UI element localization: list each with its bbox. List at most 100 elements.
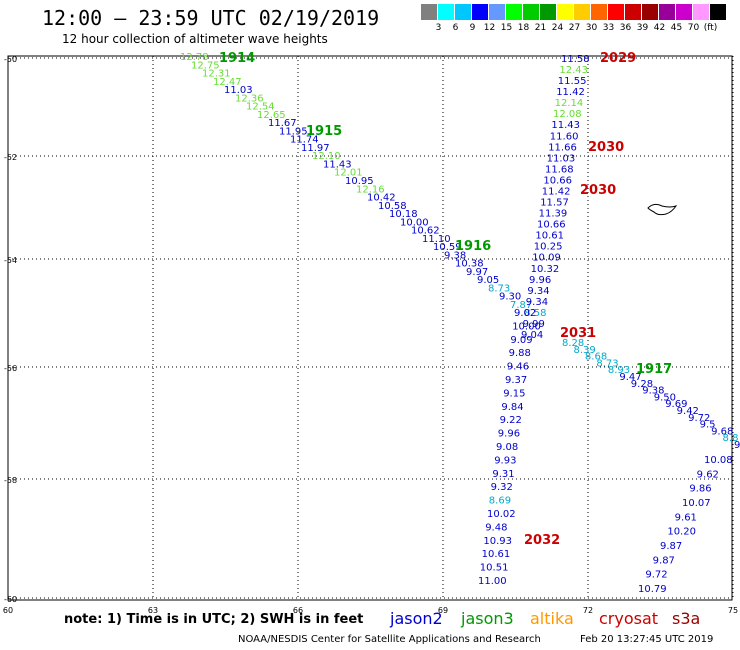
scale-swatch — [642, 4, 659, 20]
wave-height-value: 8.28 — [562, 338, 584, 349]
pass-label: 2031 — [560, 326, 596, 341]
pass-label: 1916 — [455, 239, 491, 254]
pass-label: 2030 — [580, 183, 616, 198]
wave-height-value: 10.42 — [367, 193, 396, 204]
wave-height-value: 9.87 — [660, 541, 682, 552]
wave-height-value: 9.47 — [619, 372, 641, 383]
legend-item-s3a: s3a — [672, 609, 701, 628]
scale-swatch — [421, 4, 438, 20]
wave-height-value: 10.61 — [535, 231, 564, 242]
wave-height-value: 9.86 — [689, 484, 711, 495]
wave-height-value: 9.02 — [514, 308, 536, 319]
scale-label: 70 — [687, 23, 700, 33]
pass-label: 2030 — [588, 140, 624, 155]
wave-height-value: 11.57 — [540, 198, 569, 209]
wave-height-value: 9.46 — [507, 362, 529, 373]
page-subtitle: 12 hour collection of altimeter wave hei… — [62, 32, 328, 46]
wave-height-value: 11.68 — [545, 164, 574, 175]
island-outline — [647, 203, 678, 216]
wave-height-value: 12.47 — [213, 77, 242, 88]
wave-height-value: 9 — [734, 440, 740, 451]
wave-height-value: 12.65 — [257, 110, 286, 121]
legend-item-altika: altika — [530, 609, 574, 628]
wave-height-value: 9.05 — [477, 275, 499, 286]
scale-swatch — [438, 4, 455, 20]
wave-height-value: 9.88 — [509, 348, 531, 359]
scale-label: 36 — [619, 23, 632, 33]
wave-height-value: 10.09 — [532, 253, 561, 264]
wave-height-value: 10.51 — [480, 563, 509, 574]
scale-label: 3 — [435, 23, 442, 33]
wave-height-value: 10.79 — [638, 584, 667, 595]
wave-height-value: 8.93 — [608, 365, 630, 376]
wave-height-value: 9.34 — [527, 286, 549, 297]
pass-label: 2029 — [600, 51, 636, 66]
wave-height-value: 8.68 — [585, 352, 607, 363]
wave-height-value: 9.72 — [645, 570, 667, 581]
scale-swatch — [455, 4, 472, 20]
scale-label: 21 — [534, 23, 547, 33]
wave-height-value: 9.42 — [677, 406, 699, 417]
scale-label: 30 — [585, 23, 598, 33]
wave-height-value: 9.50 — [654, 392, 676, 403]
wave-height-value: 11.58 — [561, 54, 590, 65]
lon-tick-label: 60 — [3, 606, 13, 615]
lon-tick-label: 72 — [583, 606, 593, 615]
wave-height-value: 10.20 — [667, 527, 696, 538]
footnote: note: 1) Time is in UTC; 2) SWH is in fe… — [64, 612, 364, 627]
map-frame — [7, 55, 733, 601]
wave-height-value: 11.66 — [548, 142, 577, 153]
scale-label: 12 — [483, 23, 496, 33]
wave-height-value: 10.62 — [411, 226, 440, 237]
wave-height-value: 10.59 — [433, 242, 462, 253]
wave-height-value: 10.18 — [389, 209, 418, 220]
scale-label: 6 — [452, 23, 459, 33]
wave-height-value: 9.28 — [631, 379, 653, 390]
lon-tick-label: 69 — [438, 606, 448, 615]
wave-height-value: 9.97 — [466, 267, 488, 278]
wave-height-value: 9.31 — [492, 469, 514, 480]
wave-height-value: 10.95 — [345, 176, 374, 187]
wave-height-value: 7.87 — [510, 300, 532, 311]
wave-height-value: 12.43 — [559, 65, 588, 76]
wave-height-value: 8.73 — [596, 358, 618, 369]
wave-height-value: 11.00 — [478, 576, 507, 587]
wave-height-value: 11.74 — [290, 135, 319, 146]
wave-height-value: 8.69 — [489, 496, 511, 507]
wave-height-value: 11.55 — [558, 76, 587, 87]
scale-swatch — [540, 4, 557, 20]
wave-height-value: 10.25 — [534, 242, 563, 253]
scale-swatch — [557, 4, 574, 20]
wave-height-value: 9.38 — [642, 386, 664, 397]
wave-height-value: 11.03 — [224, 85, 253, 96]
wave-height-value: 11.60 — [550, 131, 579, 142]
wave-height-value: 9.34 — [526, 297, 548, 308]
scale-swatch — [506, 4, 523, 20]
wave-height-value: 10.32 — [531, 264, 560, 275]
scale-label: 33 — [602, 23, 615, 33]
scale-label: 15 — [500, 23, 513, 33]
wave-height-value: 9.15 — [503, 388, 525, 399]
legend-item-jason2: jason2 — [390, 609, 443, 628]
wave-height-value: 9.08 — [496, 442, 518, 453]
pass-label: 1914 — [219, 51, 255, 66]
scale-swatch — [608, 4, 625, 20]
legend-item-cryosat: cryosat — [599, 609, 659, 628]
wave-height-value: 10.61 — [482, 549, 511, 560]
scale-label: 39 — [636, 23, 649, 33]
wave-height-value: 9.04 — [521, 330, 543, 341]
scale-swatch — [676, 4, 693, 20]
pass-label: 1915 — [306, 124, 342, 139]
wave-height-value: 9.72 — [688, 413, 710, 424]
lat-tick-label: -54 — [4, 256, 17, 265]
wave-height-value: 9.22 — [500, 415, 522, 426]
wave-height-value: 12.01 — [334, 168, 363, 179]
lat-tick-label: -58 — [4, 476, 17, 485]
scale-label: 45 — [670, 23, 683, 33]
wave-height-value: 11.39 — [539, 209, 568, 220]
wave-height-value: 10.66 — [537, 220, 566, 231]
wave-height-value: 10.58 — [378, 201, 407, 212]
wave-height-value: 10.02 — [487, 509, 516, 520]
wave-height-value: 10.08 — [704, 455, 733, 466]
